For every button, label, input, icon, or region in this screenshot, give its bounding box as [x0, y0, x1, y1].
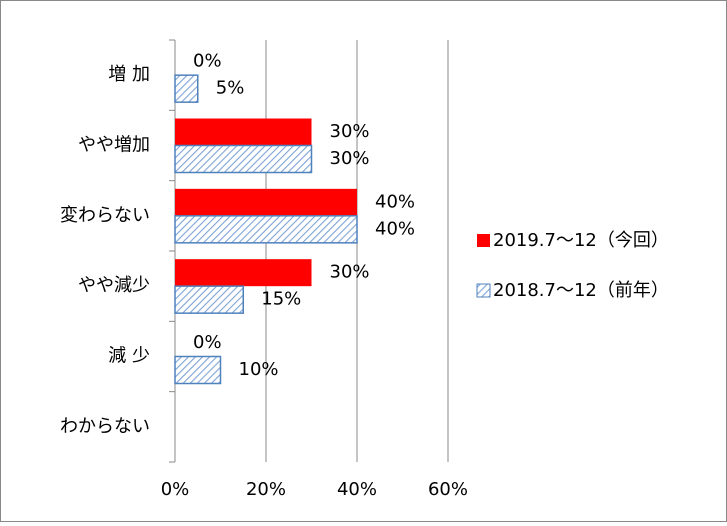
data-label: 0%: [193, 332, 222, 353]
bar: [174, 355, 222, 385]
data-label: 10%: [239, 359, 279, 380]
bar: [174, 144, 313, 174]
y-tick-label: 変わらない: [60, 205, 150, 226]
data-label: 30%: [330, 262, 370, 283]
bar: [174, 74, 199, 103]
legend-label: 2018.7～12（前年）: [493, 280, 669, 301]
bar: [175, 118, 312, 146]
data-label: 0%: [193, 51, 222, 72]
data-label: 30%: [330, 121, 370, 142]
data-label: 15%: [261, 289, 301, 310]
legend-swatch: [477, 234, 490, 247]
x-tick-label: 0%: [161, 479, 190, 500]
x-tick-label: 40%: [337, 479, 377, 500]
y-tick-label: わからない: [60, 416, 150, 437]
data-label: 40%: [375, 191, 415, 212]
y-tick-label: やや減少: [78, 275, 150, 296]
x-tick-label: 20%: [246, 479, 286, 500]
y-tick-label: 増 加: [108, 64, 150, 85]
bar: [175, 188, 357, 216]
data-label: 5%: [216, 78, 245, 99]
bar: [174, 215, 358, 244]
data-label: 40%: [375, 218, 415, 239]
y-tick-label: やや増加: [78, 135, 150, 156]
x-tick-label: 60%: [428, 479, 468, 500]
bar: [175, 259, 312, 287]
data-label: 30%: [330, 148, 370, 169]
bar: [174, 285, 244, 314]
legend-swatch: [476, 283, 491, 298]
legend-label: 2019.7～12（今回）: [493, 230, 669, 251]
y-tick-label: 減 少: [108, 346, 150, 367]
